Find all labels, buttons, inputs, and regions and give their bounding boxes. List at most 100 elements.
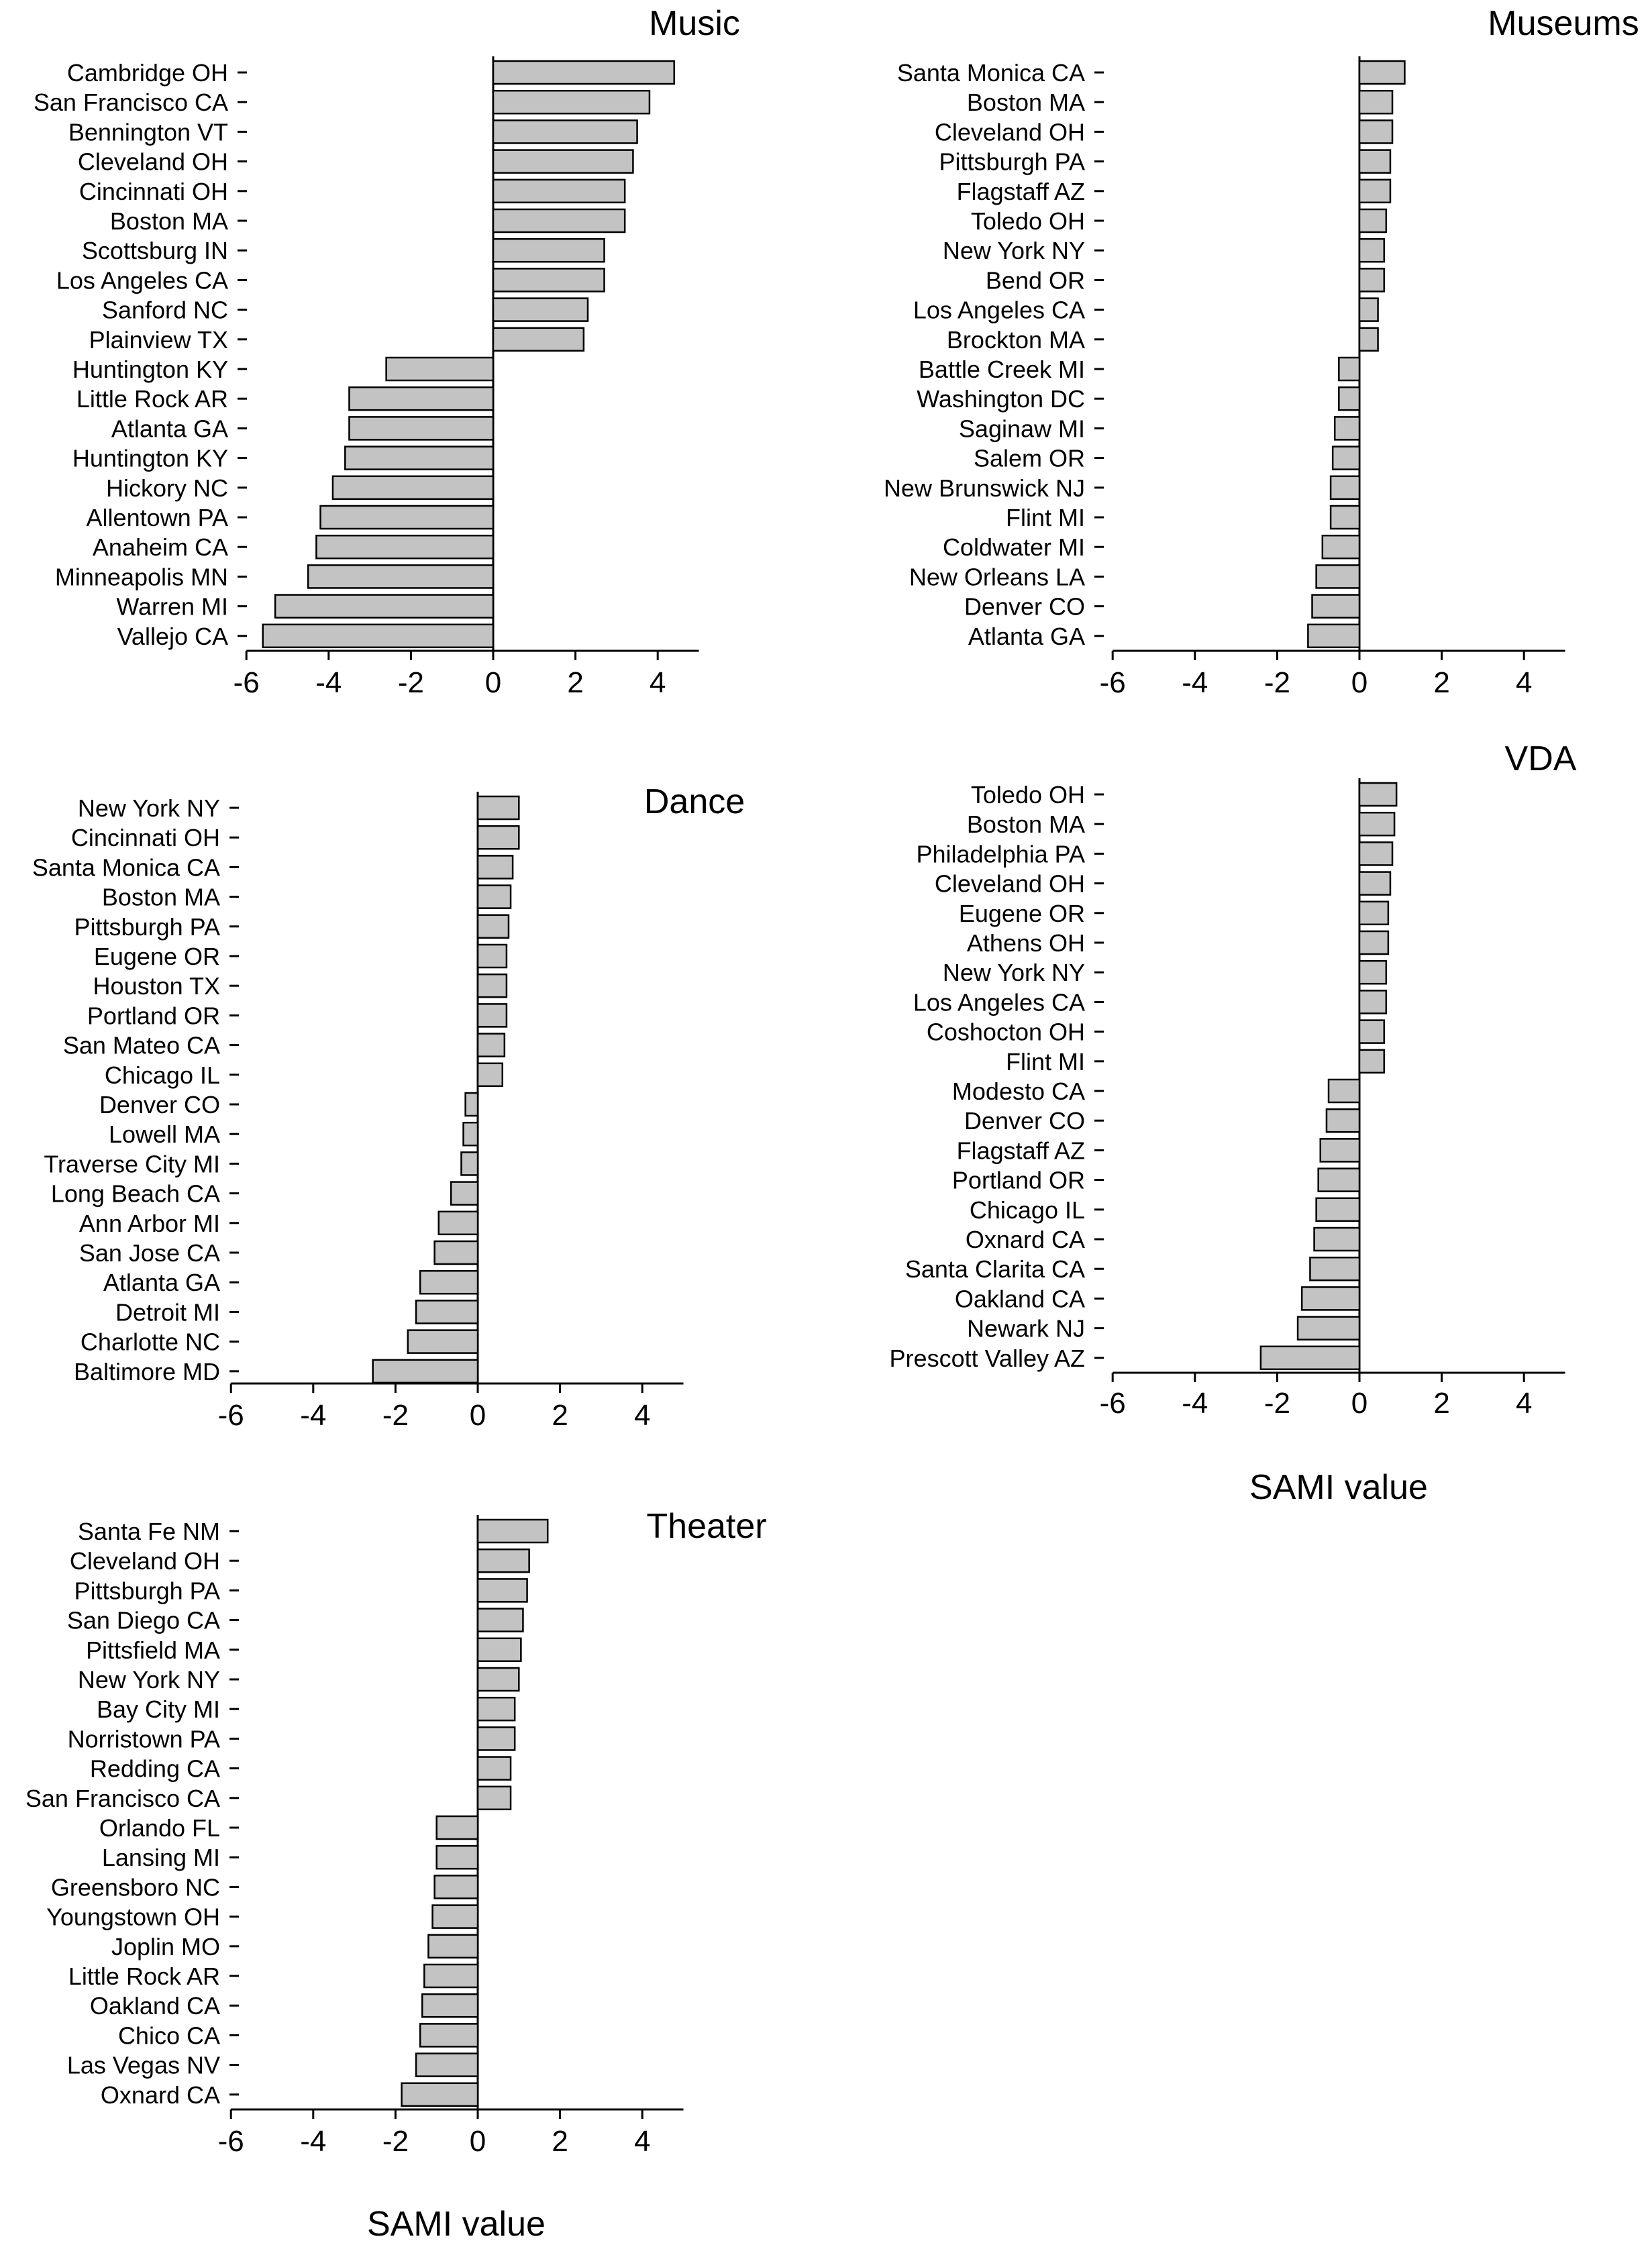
theater-bar xyxy=(419,2023,479,2048)
theater-category-label: Bay City MI xyxy=(97,1695,220,1723)
vda-bar xyxy=(1259,1345,1361,1371)
theater-category-label: Pittsburgh PA xyxy=(74,1577,220,1604)
vda-category-label: Denver CO xyxy=(964,1107,1085,1135)
vda-category-label: Newark NJ xyxy=(967,1315,1085,1343)
dance-category-label: Charlotte NC xyxy=(81,1328,220,1356)
theater-bar xyxy=(433,1875,479,1899)
museums-bar xyxy=(1333,416,1361,441)
music-x-tick-label: 2 xyxy=(567,666,583,699)
music-category-label: Plainview TX xyxy=(89,326,228,354)
dance-bar xyxy=(450,1181,479,1206)
dance-category-label: Pittsburgh PA xyxy=(74,913,220,941)
music-bar xyxy=(348,416,495,441)
museums-x-tick-label: -6 xyxy=(1100,666,1126,699)
dance-bar xyxy=(415,1300,479,1324)
museums-category-label: Battle Creek MI xyxy=(919,356,1085,383)
music-bar xyxy=(262,623,495,649)
music-x-tick-label: 4 xyxy=(650,666,666,699)
music-category-label: Boston MA xyxy=(110,207,228,235)
museums-bar xyxy=(1307,623,1361,649)
museums-category-label: Coldwater MI xyxy=(943,533,1085,561)
theater-category-label: Youngstown OH xyxy=(46,1903,220,1931)
museums-category-label: Atlanta GA xyxy=(968,623,1085,650)
dance-bar xyxy=(437,1210,479,1236)
dance-bar xyxy=(462,1121,479,1147)
dance-category-label: Long Beach CA xyxy=(51,1180,220,1208)
dance-category-label: Atlanta GA xyxy=(103,1269,220,1296)
museums-x-tick-label: 0 xyxy=(1351,666,1367,699)
museums-category-label: Bend OR xyxy=(986,266,1085,294)
theater-category-label: San Francisco CA xyxy=(25,1785,220,1812)
theater-bar xyxy=(435,1844,479,1870)
museums-x-tick-label: -4 xyxy=(1182,666,1208,699)
theater-bar xyxy=(476,1756,512,1781)
music-category-label: Atlanta GA xyxy=(111,415,228,442)
music-category-label: Vallejo CA xyxy=(117,623,228,650)
music-category-label: Cleveland OH xyxy=(78,148,228,176)
music-category-label: Warren MI xyxy=(116,593,228,621)
dance-x-tick-label: 2 xyxy=(552,1399,568,1432)
vda-category-label: Boston MA xyxy=(967,810,1085,838)
music-bar xyxy=(331,475,495,501)
museums-category-label: Pittsburgh PA xyxy=(939,148,1085,176)
music-category-label: Scottsburg IN xyxy=(82,237,228,264)
vda-bar xyxy=(1358,782,1398,807)
museums-category-label: New Orleans LA xyxy=(909,563,1085,590)
theater-x-tick-label: 0 xyxy=(470,2125,486,2158)
music-bar xyxy=(492,119,638,144)
music-category-label: Anaheim CA xyxy=(93,533,228,561)
music-category-label: Minneapolis MN xyxy=(55,563,228,590)
dance-category-label: Lowell MA xyxy=(109,1120,220,1148)
museums-bar xyxy=(1358,60,1406,85)
vda-category-label: Prescott Valley AZ xyxy=(890,1345,1085,1372)
museums-category-label: Flint MI xyxy=(1006,504,1085,531)
theater-bar xyxy=(401,2082,479,2107)
museums-category-label: Toledo OH xyxy=(971,207,1085,235)
vda-bar xyxy=(1358,841,1394,866)
museums-bar xyxy=(1329,505,1361,530)
dance-x-tick-label: -6 xyxy=(218,1399,244,1432)
vda-category-label: Modesto CA xyxy=(952,1078,1085,1105)
vda-category-label: Philadelphia PA xyxy=(916,840,1085,868)
museums-bar xyxy=(1358,268,1386,293)
theater-title: Theater xyxy=(646,1507,766,1546)
music-bar xyxy=(344,446,495,470)
dance-category-label: Santa Monica CA xyxy=(32,853,220,881)
museums-category-label: Salem OR xyxy=(974,445,1085,472)
music-category-label: Los Angeles CA xyxy=(56,266,228,294)
museums-bar xyxy=(1331,446,1361,470)
vda-category-label: Toledo OH xyxy=(971,781,1085,808)
music-bar xyxy=(492,238,605,263)
music-bar xyxy=(385,356,495,382)
vda-category-label: Cleveland OH xyxy=(935,870,1085,898)
music-bar xyxy=(492,60,675,85)
vda-title: VDA xyxy=(1505,739,1577,778)
vda-category-label: Oxnard CA xyxy=(966,1226,1085,1253)
museums-bar xyxy=(1311,594,1361,619)
theater-bar xyxy=(415,2052,479,2077)
music-bar xyxy=(492,178,626,204)
music-bar xyxy=(348,386,495,411)
museums-category-label: Cleveland OH xyxy=(935,118,1085,146)
theater-bar xyxy=(476,1578,528,1603)
vda-bar xyxy=(1296,1316,1361,1341)
museums-bar xyxy=(1358,89,1394,115)
music-x-tick-label: 0 xyxy=(485,666,501,699)
dance-x-tick-label: -2 xyxy=(382,1399,409,1432)
dance-category-label: Eugene OR xyxy=(94,943,220,970)
vda-bar xyxy=(1358,900,1390,926)
vda-x-tick-label: 4 xyxy=(1516,1387,1532,1420)
music-bar xyxy=(492,268,605,293)
theater-x-tick-label: 4 xyxy=(634,2125,650,2158)
vda-bar xyxy=(1327,1078,1361,1104)
vda-category-label: New York NY xyxy=(943,959,1085,986)
museums-bar xyxy=(1358,178,1392,204)
museums-bar xyxy=(1315,564,1361,589)
theater-bar xyxy=(476,1667,520,1692)
vda-category-label: Eugene OR xyxy=(959,900,1085,927)
vda-category-label: Athens OH xyxy=(967,929,1085,957)
theater-category-label: Orlando FL xyxy=(99,1814,220,1842)
music-bar xyxy=(492,297,589,322)
vda-bar xyxy=(1309,1256,1361,1282)
